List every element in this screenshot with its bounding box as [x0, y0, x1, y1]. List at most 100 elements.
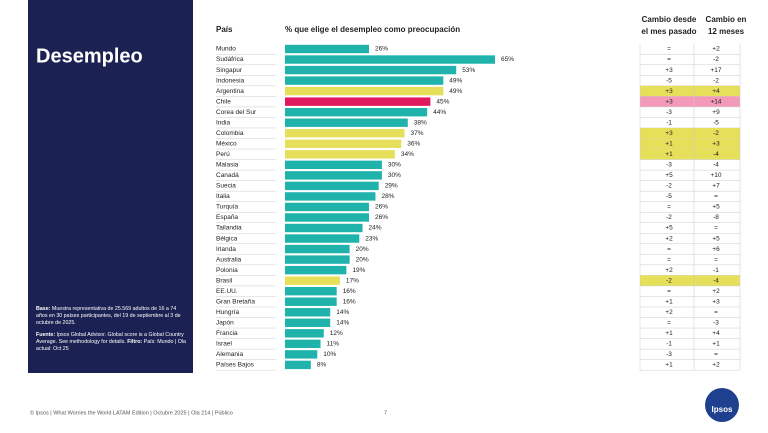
value-label: 20% — [356, 256, 369, 263]
category-label: Tailandia — [216, 225, 242, 232]
change-month: -3 — [666, 162, 672, 169]
change-year: +4 — [712, 88, 720, 95]
category-label: Argentina — [216, 88, 244, 95]
row-highlight — [640, 85, 740, 97]
value-label: 30% — [388, 172, 401, 179]
change-year: -5 — [713, 119, 719, 126]
value-label: 45% — [436, 98, 449, 105]
value-label: 24% — [369, 225, 382, 232]
change-year: -2 — [713, 77, 719, 84]
value-label: 11% — [327, 341, 340, 348]
bar — [285, 129, 405, 138]
value-label: 26% — [375, 214, 388, 221]
note-text: Muestra representativa de 25.569 adultos… — [36, 306, 181, 326]
change-month: +5 — [665, 225, 673, 232]
change-month: +3 — [665, 98, 673, 105]
change-month: +1 — [665, 298, 673, 305]
category-label: Bélgica — [216, 235, 238, 242]
bar — [285, 223, 363, 233]
value-label: 16% — [343, 298, 356, 305]
value-label: 26% — [375, 204, 388, 211]
category-label: Turquía — [216, 204, 239, 211]
bar — [285, 202, 369, 212]
value-label: 29% — [385, 183, 398, 190]
value-label: 44% — [433, 109, 446, 116]
category-label: Brasil — [216, 277, 233, 284]
bar — [285, 86, 444, 96]
category-label: Alemania — [216, 351, 243, 358]
change-month: +1 — [665, 140, 673, 147]
change-month: -5 — [666, 193, 672, 200]
bar — [285, 265, 347, 275]
category-label: EE.UU. — [216, 288, 238, 295]
value-label: 37% — [411, 130, 424, 137]
category-header: País — [216, 25, 233, 34]
note-text: Ipsos Global Advisor. Global score is a … — [36, 332, 184, 345]
value-label: 10% — [323, 351, 336, 358]
change-year: +9 — [712, 109, 720, 116]
change-year: -4 — [713, 162, 719, 169]
change-year: -4 — [713, 151, 719, 158]
change-header: el mes pasado — [641, 27, 696, 36]
category-label: Suecia — [216, 183, 236, 190]
value-label: 30% — [388, 162, 401, 169]
bar — [285, 44, 369, 54]
value-label: 14% — [336, 319, 349, 326]
change-year: +2 — [712, 46, 720, 53]
bar — [285, 244, 350, 254]
change-year: = — [714, 309, 718, 316]
change-year: -1 — [713, 267, 719, 274]
notes: Base: Muestra representativa de 25.569 a… — [36, 306, 188, 358]
change-month: = — [667, 56, 671, 63]
bar — [285, 118, 408, 127]
bar — [285, 65, 457, 75]
change-year: +2 — [712, 288, 720, 295]
bar — [285, 171, 382, 180]
value-label: 8% — [317, 362, 327, 369]
change-year: = — [714, 225, 718, 232]
value-label: 16% — [343, 288, 356, 295]
category-label: México — [216, 140, 237, 147]
value-label: 19% — [352, 267, 365, 274]
category-label: Malasia — [216, 162, 239, 169]
row-highlight — [640, 127, 740, 139]
value-label: 53% — [462, 67, 475, 74]
change-year: -2 — [713, 130, 719, 137]
bar — [285, 297, 337, 306]
category-label: Japón — [216, 319, 234, 326]
value-label: 38% — [414, 119, 427, 126]
change-month: +1 — [665, 362, 673, 369]
change-month: -5 — [666, 77, 672, 84]
change-header: Cambio en — [706, 15, 747, 24]
change-year: -3 — [713, 319, 719, 326]
value-header: % que elige el desempleo como preocupaci… — [285, 25, 460, 34]
bar — [285, 318, 331, 327]
change-year: -4 — [713, 277, 719, 284]
change-month: -3 — [666, 109, 672, 116]
change-header: Cambio desde — [642, 15, 697, 24]
note-label: Filtro: — [127, 339, 143, 345]
row-highlight — [640, 138, 740, 150]
change-month: -1 — [666, 341, 672, 348]
bar — [285, 150, 395, 159]
change-month: +3 — [665, 130, 673, 137]
value-label: 14% — [336, 309, 349, 316]
change-month: +2 — [665, 235, 673, 242]
category-label: Irlanda — [216, 246, 236, 253]
bar — [285, 339, 321, 349]
change-year: +5 — [712, 235, 720, 242]
bar — [285, 213, 369, 222]
bar — [285, 360, 311, 370]
note: Base: Muestra representativa de 25.569 a… — [36, 306, 188, 327]
category-label: Gran Bretaña — [216, 298, 255, 305]
category-label: Sudáfrica — [216, 56, 244, 63]
change-year: = — [714, 193, 718, 200]
change-year: +7 — [712, 183, 720, 190]
value-label: 28% — [381, 193, 394, 200]
change-month: +3 — [665, 88, 673, 95]
bar — [285, 350, 318, 359]
change-month: -2 — [666, 183, 672, 190]
change-year: -2 — [713, 56, 719, 63]
